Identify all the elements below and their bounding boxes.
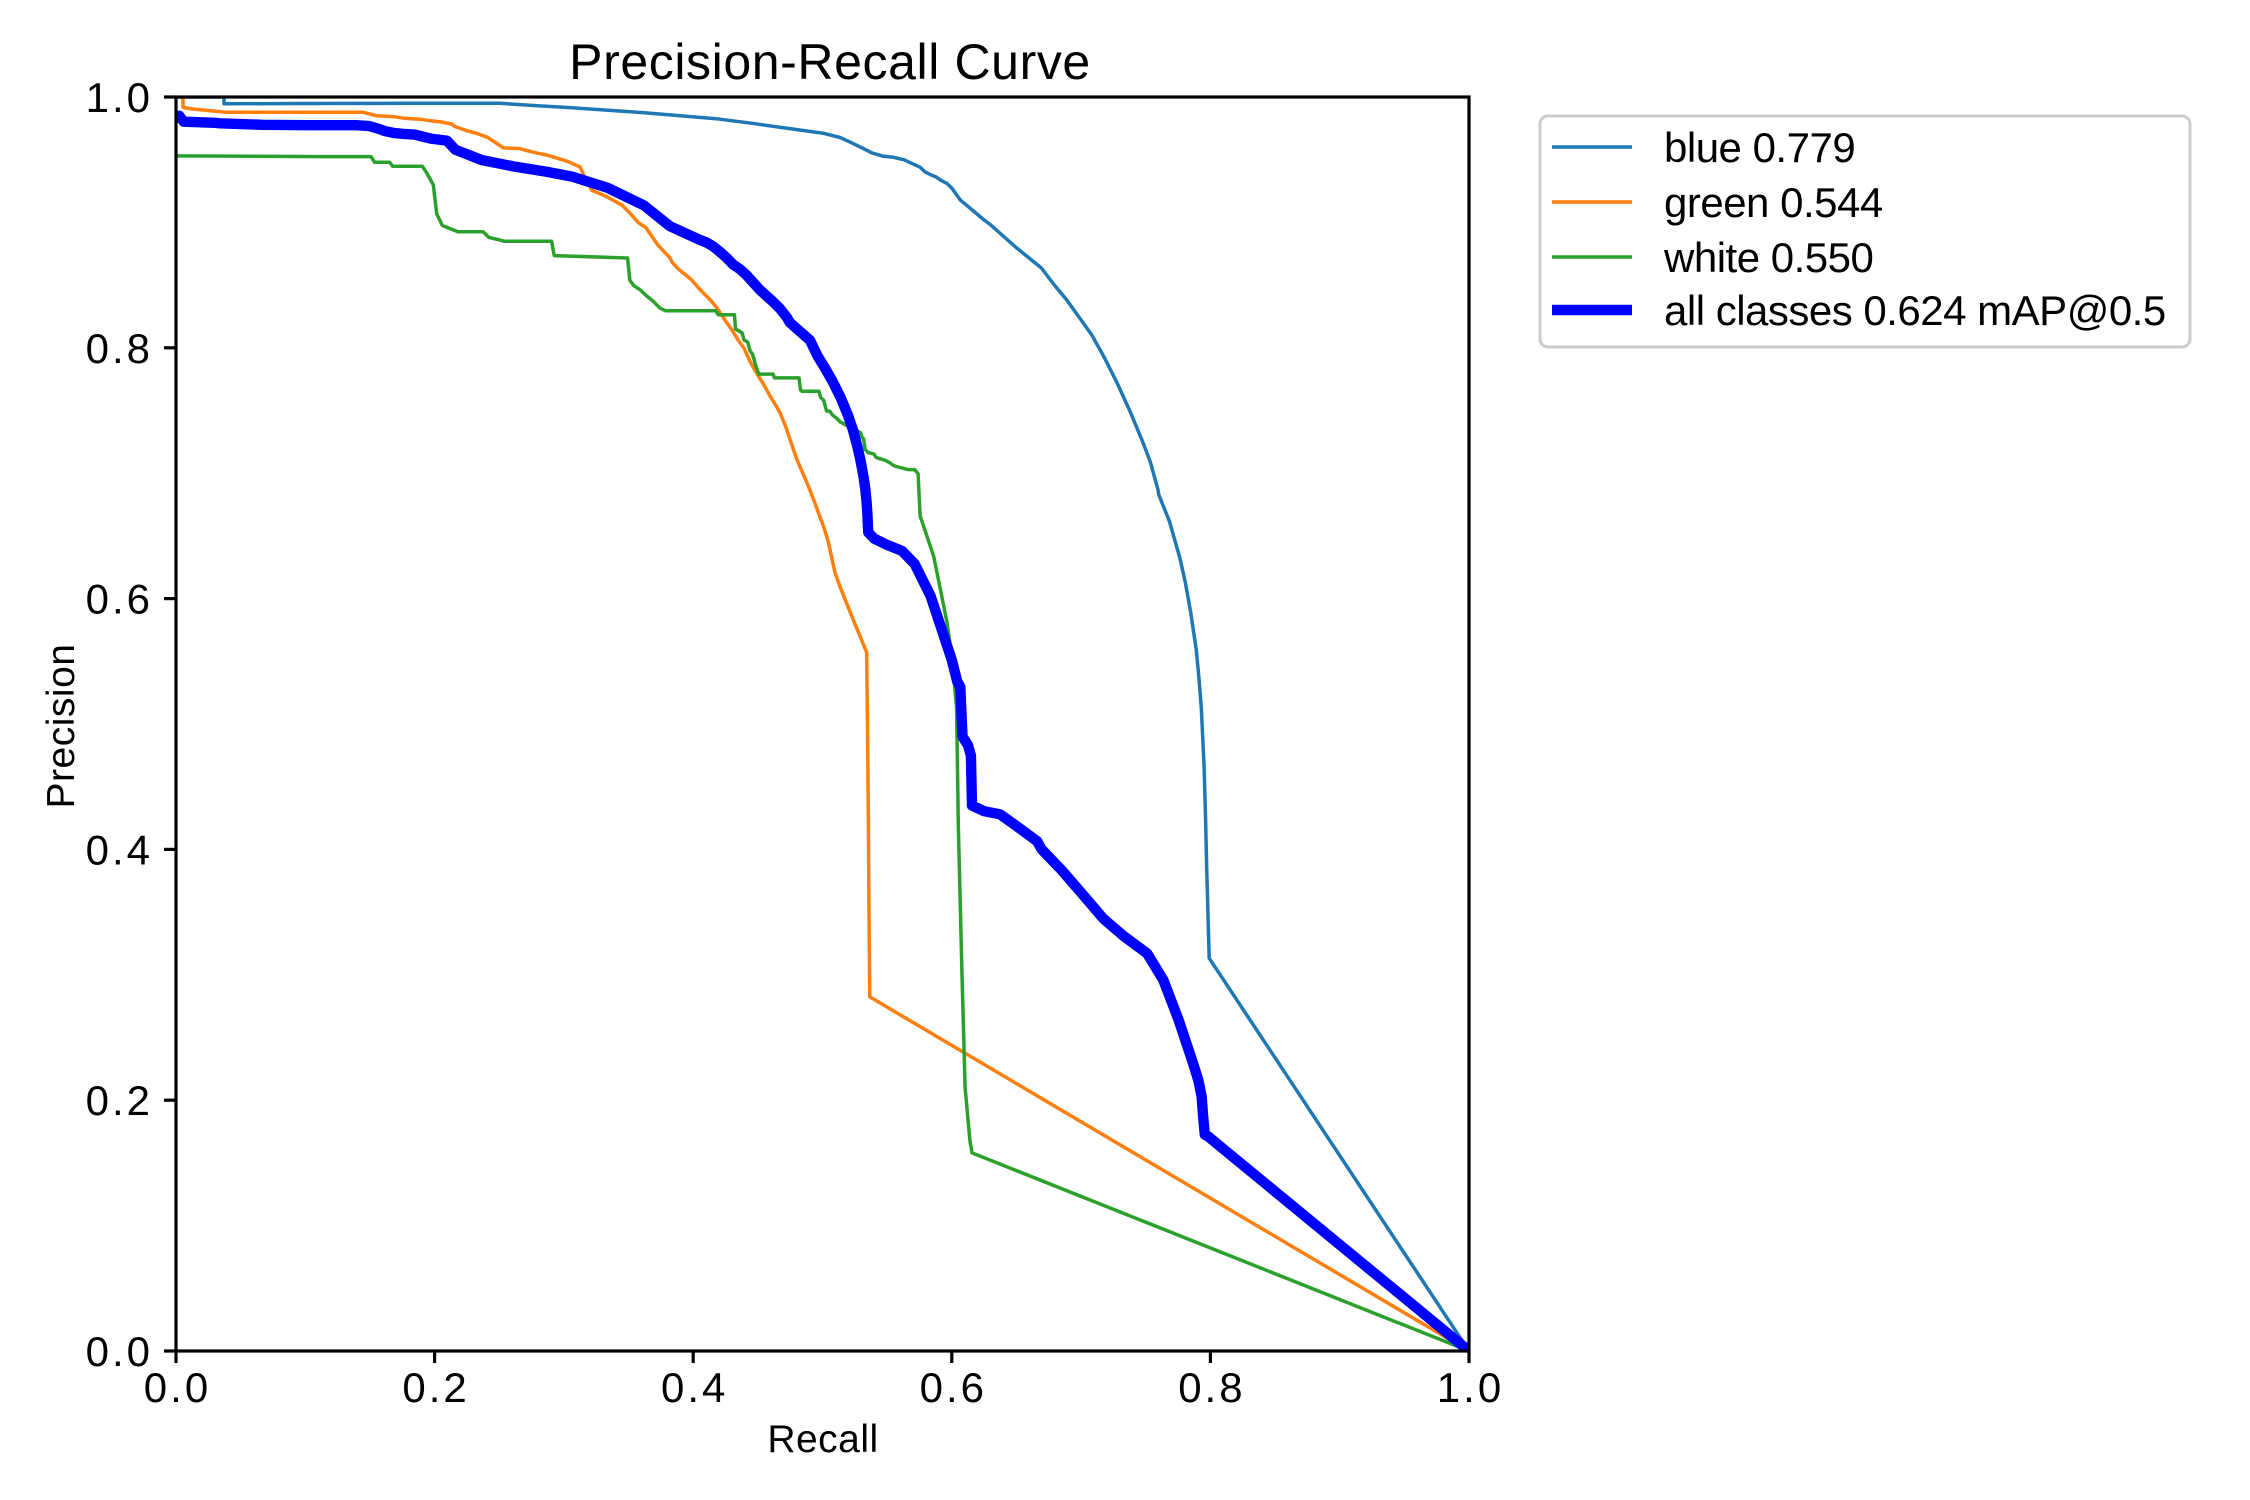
svg-text:1.0: 1.0 bbox=[1437, 1364, 1504, 1411]
svg-text:white 0.550: white 0.550 bbox=[1663, 234, 1873, 281]
svg-text:0.0: 0.0 bbox=[86, 1328, 153, 1375]
svg-text:Precision-Recall Curve: Precision-Recall Curve bbox=[569, 34, 1091, 90]
svg-text:0.0: 0.0 bbox=[144, 1364, 211, 1411]
svg-text:all classes 0.624 mAP@0.5: all classes 0.624 mAP@0.5 bbox=[1664, 287, 2166, 334]
svg-text:0.8: 0.8 bbox=[1178, 1364, 1245, 1411]
svg-text:0.2: 0.2 bbox=[402, 1364, 469, 1411]
svg-text:Precision: Precision bbox=[40, 644, 83, 809]
svg-text:0.6: 0.6 bbox=[86, 576, 153, 623]
svg-text:blue 0.779: blue 0.779 bbox=[1664, 124, 1855, 171]
svg-text:0.4: 0.4 bbox=[86, 826, 153, 873]
svg-text:0.6: 0.6 bbox=[920, 1364, 987, 1411]
svg-text:1.0: 1.0 bbox=[86, 74, 153, 121]
svg-text:Recall: Recall bbox=[767, 1418, 878, 1461]
svg-text:0.4: 0.4 bbox=[661, 1364, 728, 1411]
svg-text:0.2: 0.2 bbox=[86, 1077, 153, 1124]
svg-text:green 0.544: green 0.544 bbox=[1664, 179, 1883, 226]
svg-text:0.8: 0.8 bbox=[86, 325, 153, 372]
